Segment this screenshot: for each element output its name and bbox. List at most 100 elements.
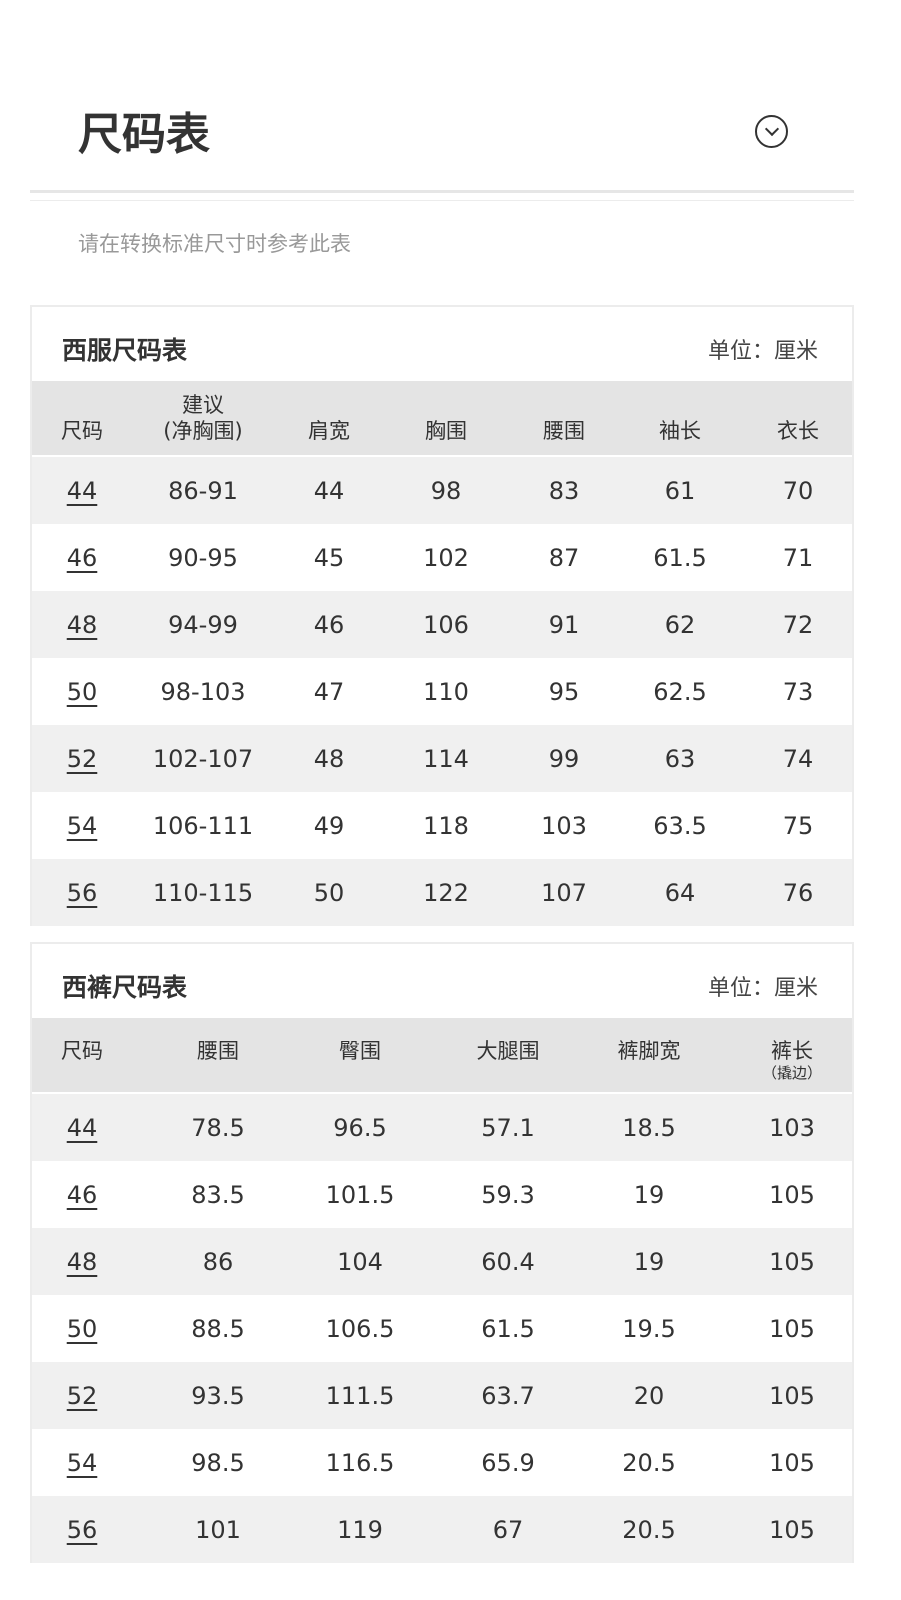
table-row: 52 102-107 48 114 99 63 74	[32, 725, 852, 792]
table-cell: 88.5	[191, 1314, 245, 1343]
table-cell: 47	[313, 677, 345, 706]
table-cell: 106-111	[152, 811, 254, 840]
column-header-line: 裤长	[770, 1039, 813, 1063]
table-cell: 101.5	[325, 1180, 395, 1209]
table-cell: 49	[313, 811, 345, 840]
column-header: 尺码	[61, 419, 103, 443]
table-row: 46 83.5 101.5 59.3 19 105	[32, 1161, 852, 1228]
column-header-line: 建议	[181, 393, 224, 417]
table-cell: 86-91	[168, 476, 238, 505]
table-cell: 105	[769, 1314, 815, 1343]
table-row: 50 98-103 47 110 95 62.5 73	[32, 658, 852, 725]
column-header: 腰围	[197, 1039, 239, 1063]
column-header: 尺码	[61, 1039, 103, 1063]
table-cell: 95	[548, 677, 580, 706]
table-cell: 18.5	[622, 1113, 676, 1142]
table-cell: 76	[782, 878, 814, 907]
column-header: 腰围	[543, 419, 585, 443]
size-link[interactable]: 46	[66, 1180, 98, 1209]
table-header: 尺码 腰围 臀围 大腿围 裤脚宽 裤长 （撬边）	[32, 1018, 852, 1094]
column-header-line: (净胸围)	[163, 419, 243, 443]
table-row: 54 98.5 116.5 65.9 20.5 105	[32, 1429, 852, 1496]
table-row: 56 101 119 67 20.5 105	[32, 1496, 852, 1563]
size-link[interactable]: 54	[66, 1448, 98, 1477]
size-link[interactable]: 44	[66, 1113, 98, 1142]
column-header: 裤长 （撬边）	[762, 1038, 822, 1082]
pants-size-table: 西裤尺码表 单位：厘米 尺码 腰围 臀围 大腿围 裤脚宽 裤长 （撬边） 44 78…	[30, 942, 854, 1563]
table-cell: 105	[769, 1515, 815, 1544]
table-cell: 101	[195, 1515, 241, 1544]
table-cell: 61.5	[653, 543, 707, 572]
table-cell: 59.3	[481, 1180, 535, 1209]
table-row: 56 110-115 50 122 107 64 76	[32, 859, 852, 926]
table-cell: 114	[423, 744, 469, 773]
table-cell: 72	[782, 610, 814, 639]
size-link[interactable]: 56	[66, 1515, 98, 1544]
size-link[interactable]: 54	[66, 811, 98, 840]
size-link[interactable]: 56	[66, 878, 98, 907]
column-header: 衣长	[777, 419, 819, 443]
size-link[interactable]: 48	[66, 1247, 98, 1276]
table-cell: 20.5	[622, 1448, 676, 1477]
table-row: 46 90-95 45 102 87 61.5 71	[32, 524, 852, 591]
unit-label: 单位：厘米	[707, 339, 818, 364]
table-cell: 105	[769, 1180, 815, 1209]
column-header: 胸围	[425, 419, 467, 443]
table-cell: 19	[633, 1180, 665, 1209]
table-cell: 122	[423, 878, 469, 907]
table-cell: 110	[423, 677, 469, 706]
page-title: 尺码表	[78, 109, 210, 160]
table-cell: 116.5	[325, 1448, 395, 1477]
size-link[interactable]: 44	[66, 476, 98, 505]
table-cell: 103	[769, 1113, 815, 1142]
size-link[interactable]: 52	[66, 1381, 98, 1410]
table-cell: 78.5	[191, 1113, 245, 1142]
table-row: 48 86 104 60.4 19 105	[32, 1228, 852, 1295]
table-cell: 65.9	[481, 1448, 535, 1477]
table-cell: 44	[313, 476, 345, 505]
column-header: 大腿围	[476, 1039, 540, 1063]
table-cell: 102	[423, 543, 469, 572]
table-cell: 83	[548, 476, 580, 505]
table-cell: 105	[769, 1381, 815, 1410]
column-header: 肩宽	[308, 419, 350, 443]
table-cell: 61	[664, 476, 696, 505]
subtitle: 请在转换标准尺寸时参考此表	[78, 232, 351, 256]
table-cell: 98-103	[160, 677, 246, 706]
table-cell: 62.5	[653, 677, 707, 706]
table-cell: 98	[430, 476, 462, 505]
table-row: 44 78.5 96.5 57.1 18.5 103	[32, 1094, 852, 1161]
table-cell: 60.4	[481, 1247, 535, 1276]
table-cell: 48	[313, 744, 345, 773]
table-cell: 62	[664, 610, 696, 639]
size-link[interactable]: 50	[66, 1314, 98, 1343]
column-header: 建议 (净胸围)	[163, 392, 242, 444]
table-cell: 64	[664, 878, 696, 907]
table-cell: 71	[782, 543, 814, 572]
table-cell: 61.5	[481, 1314, 535, 1343]
size-link[interactable]: 48	[66, 610, 98, 639]
table-title: 西裤尺码表	[62, 973, 188, 1002]
table-row: 44 86-91 44 98 83 61 70	[32, 457, 852, 524]
table-cell: 90-95	[168, 543, 238, 572]
table-cell: 103	[541, 811, 587, 840]
table-cell: 83.5	[191, 1180, 245, 1209]
column-header: 裤脚宽	[617, 1039, 681, 1063]
chevron-down-icon[interactable]	[755, 115, 788, 148]
size-link[interactable]: 52	[66, 744, 98, 773]
table-cell: 86	[202, 1247, 234, 1276]
size-link[interactable]: 46	[66, 543, 98, 572]
table-cell: 63.5	[653, 811, 707, 840]
table-title: 西服尺码表	[62, 336, 188, 365]
table-cell: 46	[313, 610, 345, 639]
table-row: 50 88.5 106.5 61.5 19.5 105	[32, 1295, 852, 1362]
table-cell: 63	[664, 744, 696, 773]
table-cell: 106.5	[325, 1314, 395, 1343]
column-header: 臀围	[339, 1039, 381, 1063]
table-row: 48 94-99 46 106 91 62 72	[32, 591, 852, 658]
table-cell: 119	[337, 1515, 383, 1544]
table-cell: 45	[313, 543, 345, 572]
table-cell: 105	[769, 1247, 815, 1276]
size-link[interactable]: 50	[66, 677, 98, 706]
table-cell: 118	[423, 811, 469, 840]
